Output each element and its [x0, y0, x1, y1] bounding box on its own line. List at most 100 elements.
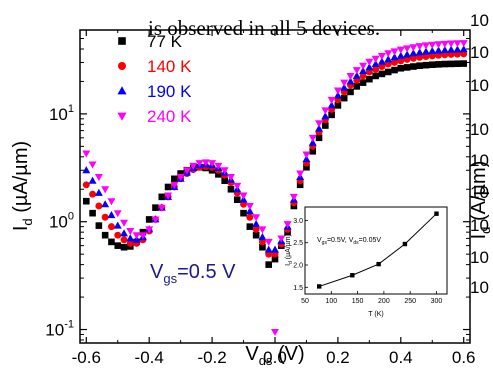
data-point: [177, 170, 184, 177]
inset-y-axis-label-unit: (µA/µm): [285, 234, 292, 261]
legend-label: 190 K: [147, 82, 192, 101]
data-point: [132, 232, 141, 240]
legend-label: 240 K: [147, 107, 192, 126]
data-point: [422, 42, 430, 50]
right-clipped-tick-label: 10: [470, 120, 489, 139]
data-point: [378, 70, 386, 78]
data-point: [145, 216, 153, 223]
inset-y-tick-label: 3.0: [293, 218, 303, 225]
data-point: [227, 185, 235, 193]
data-point: [327, 96, 336, 104]
data-point: [221, 177, 228, 185]
data-point: [94, 188, 103, 196]
data-point: [352, 71, 361, 79]
data-point: [208, 160, 217, 168]
data-point: [189, 162, 198, 170]
vgs-annotation-subscript: gs: [163, 271, 177, 286]
data-point: [220, 167, 229, 175]
data-point: [176, 174, 185, 182]
inset-y-tick-label: 1.5: [293, 285, 303, 292]
data-point: [259, 243, 266, 251]
data-point: [303, 163, 310, 171]
legend: 77 K 140 K 190 K 240 K: [117, 32, 192, 126]
data-point: [459, 40, 468, 48]
data-point: [264, 238, 273, 247]
data-point: [333, 87, 342, 95]
data-point: [390, 48, 399, 56]
data-point: [113, 210, 122, 218]
right-clipped-tick-label: 10: [470, 216, 489, 235]
data-point: [403, 64, 411, 71]
inset-y-axis-label-subscript: d: [288, 261, 294, 264]
data-point: [120, 219, 128, 227]
data-point: [201, 159, 210, 167]
inset-data-point: [317, 284, 322, 289]
data-point: [422, 53, 430, 61]
data-point: [372, 65, 380, 73]
legend-label: 77 K: [147, 32, 183, 51]
main-axis-ticks: -0.6 -0.4 -0.2 0.0 0.2 0.4 0.6 10-1 100 101: [45, 29, 476, 367]
legend-marker: [117, 112, 127, 121]
data-point: [428, 46, 437, 54]
data-point: [138, 232, 147, 240]
data-point: [384, 68, 392, 76]
right-clipped-tick-label: 10: [470, 248, 489, 267]
data-point: [403, 50, 412, 58]
data-point: [302, 151, 311, 159]
data-point: [214, 162, 223, 170]
data-point: [415, 43, 424, 51]
x-tick-label: 0.6: [452, 348, 476, 367]
data-point: [346, 77, 355, 85]
data-point: [246, 223, 254, 230]
right-clipped-tick-label: 10: [470, 43, 489, 62]
data-point: [359, 79, 367, 86]
data-point: [352, 67, 361, 75]
data-point: [321, 112, 330, 120]
x-tick-label: -0.6: [72, 348, 101, 367]
data-point: [139, 228, 147, 236]
data-point: [195, 160, 204, 168]
y-axis-label-subscript: d: [20, 218, 35, 225]
data-point: [246, 213, 254, 221]
data-point: [152, 204, 159, 211]
data-point: [346, 72, 355, 81]
y-tick-label: 101: [49, 103, 74, 124]
inset-x-tick-label: 50: [301, 298, 309, 305]
data-point: [391, 58, 398, 66]
data-point: [107, 211, 116, 219]
data-point: [365, 58, 374, 66]
data-point: [447, 45, 456, 53]
data-point: [333, 91, 342, 99]
data-point: [258, 232, 267, 241]
data-point: [182, 167, 191, 175]
data-point: [252, 231, 260, 239]
vgs-annotation-rest: =0.5 V: [177, 261, 236, 283]
data-point: [120, 229, 128, 237]
data-point: [95, 222, 103, 229]
data-point: [308, 138, 317, 146]
data-point: [252, 214, 261, 222]
data-point: [94, 174, 103, 182]
data-point: [252, 225, 260, 233]
y-tick-label: 100: [49, 211, 74, 232]
y-axis-label: Id (µA/µm): [10, 141, 35, 231]
data-point: [126, 239, 134, 247]
data-point: [258, 238, 266, 246]
right-clipped-y-axis-label: Id (A/µm): [468, 161, 493, 240]
data-point: [327, 101, 336, 109]
inset-x-tick-label: 250: [404, 298, 416, 305]
data-point: [309, 147, 317, 155]
data-point: [372, 72, 379, 80]
data-point: [453, 45, 462, 53]
right-clipped-tick-labels: 10 10 10 10 10 10 10 10 10: [470, 11, 489, 297]
data-point: [315, 134, 323, 142]
data-point: [82, 166, 91, 174]
inset-y-tick-label: 2.5: [293, 240, 303, 247]
data-point: [435, 61, 442, 68]
data-point: [227, 174, 235, 182]
data-point: [157, 204, 166, 212]
data-point: [101, 186, 110, 194]
inset-x-tick-label: 200: [378, 298, 390, 305]
data-point: [82, 197, 90, 205]
data-point: [265, 261, 273, 268]
